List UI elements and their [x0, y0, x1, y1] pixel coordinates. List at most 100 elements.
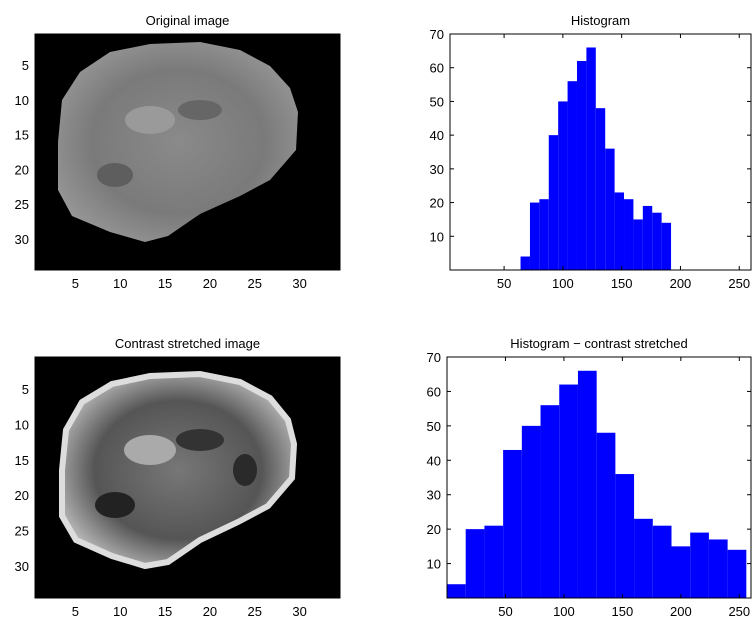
y-tick-label: 10	[15, 417, 29, 432]
bar	[634, 518, 653, 598]
y-tick-label: 30	[430, 162, 444, 177]
y-tick-label: 20	[430, 196, 444, 211]
bar	[586, 47, 596, 270]
axes-box	[449, 33, 752, 271]
axes-box	[446, 356, 752, 599]
y-tick-label: 25	[15, 197, 29, 212]
bar	[652, 525, 672, 598]
bar	[558, 101, 568, 270]
bar	[540, 405, 560, 598]
image-shade	[95, 492, 135, 518]
bar	[520, 256, 530, 270]
bar	[559, 384, 578, 598]
y-tick-label: 20	[427, 522, 441, 537]
bar	[614, 192, 625, 270]
bar	[727, 549, 747, 598]
image-blob	[58, 42, 298, 242]
image-shade	[97, 163, 133, 187]
bar	[484, 525, 504, 598]
x-tick-label: 50	[497, 276, 511, 291]
image-panel	[35, 34, 340, 270]
bar	[548, 135, 559, 270]
y-tick-label: 5	[22, 382, 29, 397]
y-tick-label: 40	[427, 453, 441, 468]
y-tick-label: 20	[15, 162, 29, 177]
y-tick-label: 10	[430, 229, 444, 244]
bar	[652, 212, 662, 270]
bar	[503, 449, 522, 598]
bar	[529, 202, 540, 270]
axes-box	[34, 33, 341, 271]
bar	[690, 532, 709, 598]
x-tick-label: 30	[292, 276, 306, 291]
x-tick-label: 20	[203, 604, 217, 619]
chart-title: Histogram − contrast stretched	[510, 336, 687, 351]
y-tick-label: 50	[427, 419, 441, 434]
y-tick-label: 40	[430, 128, 444, 143]
y-tick-label: 50	[430, 94, 444, 109]
y-tick-label: 30	[15, 232, 29, 247]
image-shade	[178, 100, 222, 120]
bar	[671, 546, 691, 598]
bar	[661, 222, 672, 270]
y-tick-label: 70	[430, 27, 444, 42]
y-tick-label: 5	[22, 58, 29, 73]
y-tick-label: 10	[15, 93, 29, 108]
bar	[615, 474, 635, 598]
x-tick-label: 25	[248, 604, 262, 619]
bar	[567, 81, 577, 270]
x-tick-label: 15	[158, 276, 172, 291]
image-shade	[176, 429, 224, 451]
chart-title: Contrast stretched image	[115, 336, 260, 351]
x-tick-label: 50	[498, 604, 512, 619]
y-tick-label: 20	[15, 488, 29, 503]
bar	[576, 60, 587, 270]
x-tick-label: 150	[612, 604, 634, 619]
image-shade	[125, 106, 175, 134]
bar	[633, 219, 643, 270]
image-blob	[59, 370, 298, 570]
axes-box	[34, 356, 341, 599]
y-tick-label: 10	[427, 557, 441, 572]
bar	[708, 539, 728, 598]
x-tick-label: 200	[670, 604, 692, 619]
bar	[642, 205, 653, 270]
bar	[624, 199, 634, 270]
y-tick-label: 30	[427, 488, 441, 503]
x-tick-label: 15	[158, 604, 172, 619]
bar	[595, 108, 606, 271]
x-tick-label: 20	[203, 276, 217, 291]
image-shade	[233, 454, 257, 486]
image-shade	[124, 435, 176, 465]
x-tick-label: 200	[670, 276, 692, 291]
y-tick-label: 25	[15, 524, 29, 539]
bar	[596, 432, 616, 598]
bar	[521, 425, 541, 598]
x-tick-label: 100	[552, 276, 574, 291]
x-tick-label: 250	[728, 604, 750, 619]
y-tick-label: 15	[15, 128, 29, 143]
x-tick-label: 10	[113, 276, 127, 291]
y-tick-label: 60	[427, 384, 441, 399]
x-tick-label: 100	[553, 604, 575, 619]
x-tick-label: 10	[113, 604, 127, 619]
y-tick-label: 70	[427, 350, 441, 365]
x-tick-label: 25	[248, 276, 262, 291]
bar	[465, 529, 485, 598]
y-tick-label: 60	[430, 61, 444, 76]
x-tick-label: 5	[72, 604, 79, 619]
x-tick-label: 250	[728, 276, 750, 291]
bar	[447, 584, 466, 598]
image-panel	[35, 357, 340, 598]
bar	[577, 370, 597, 598]
bar	[605, 148, 615, 270]
bar	[539, 199, 549, 270]
x-tick-label: 30	[292, 604, 306, 619]
chart-title: Original image	[146, 13, 230, 28]
y-tick-label: 30	[15, 559, 29, 574]
x-tick-label: 5	[72, 276, 79, 291]
chart-title: Histogram	[571, 13, 630, 28]
y-tick-label: 15	[15, 453, 29, 468]
